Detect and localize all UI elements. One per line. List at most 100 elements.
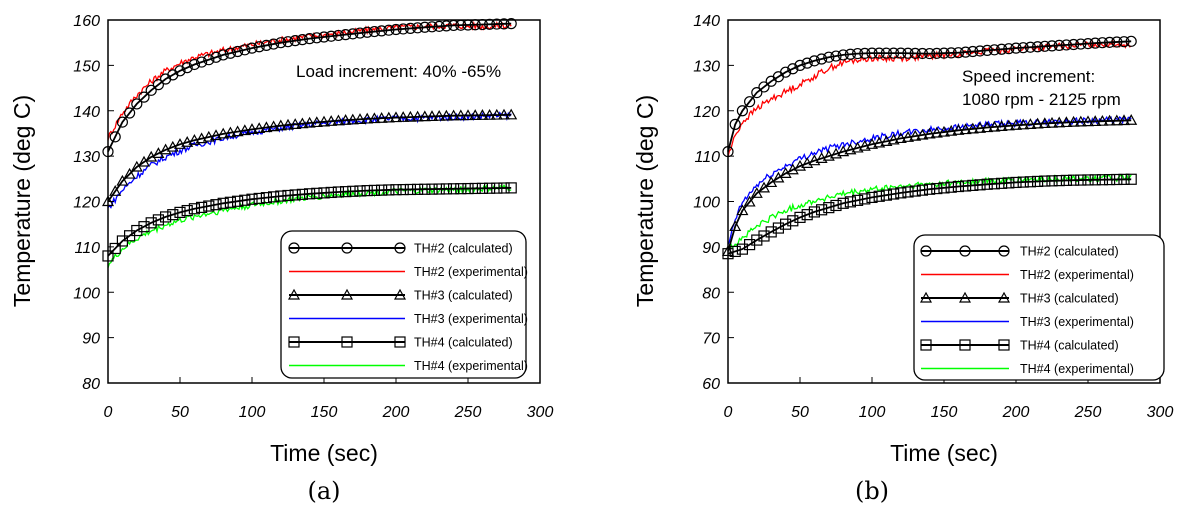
data-point-th-3-calculated [490, 108, 503, 120]
data-point-th-2-calculated [1017, 42, 1029, 54]
data-point-th-3-calculated [808, 154, 821, 166]
data-point-th-3-calculated [224, 126, 237, 138]
data-point-th-3-calculated [476, 109, 489, 120]
data-point-th-4-calculated [109, 242, 121, 255]
data-point-th-2-calculated [433, 20, 445, 32]
legend-marker-th-3-calculated [340, 288, 354, 300]
chart-panel-a: 0 50 100 150 200 250 300 80 90 100 110 120 130 140 150… [9, 13, 553, 505]
data-point-th-4-calculated [433, 183, 445, 195]
data-point-th-3-calculated [109, 185, 122, 196]
data-point-th-2-calculated [368, 25, 380, 38]
data-point-th-2-calculated [873, 47, 885, 59]
data-point-th-4-calculated [1089, 174, 1101, 186]
data-point-th-2-calculated [794, 59, 806, 71]
data-point-th-3-calculated [202, 130, 215, 142]
data-point-th-4-calculated [268, 191, 280, 203]
y-tick-label: 60 [702, 376, 720, 393]
data-point-th-4-calculated [131, 224, 143, 237]
data-point-th-2-calculated [1031, 41, 1044, 53]
data-point-th-2-calculated [1053, 39, 1065, 52]
data-point-th-2-calculated [1039, 40, 1051, 52]
data-point-th-2-calculated [1089, 37, 1101, 49]
data-point-th-3-calculated [757, 181, 771, 193]
data-point-th-2-calculated [397, 23, 409, 35]
legend-marker-th-3-calculated [919, 291, 933, 303]
data-point-th-3-calculated [289, 118, 302, 129]
data-point-th-2-calculated [232, 45, 244, 58]
data-point-th-2-calculated [419, 21, 431, 33]
data-point-th-2-calculated [404, 22, 416, 34]
data-point-th-3-calculated [901, 131, 915, 142]
data-point-th-2-calculated [844, 48, 857, 60]
legend-marker-th-2-calculated [959, 245, 971, 257]
data-point-th-2-calculated [981, 44, 993, 57]
data-point-th-4-calculated [887, 188, 900, 200]
data-point-th-3-calculated [873, 136, 886, 148]
data-point-th-3-calculated [238, 124, 251, 136]
x-tick-label: 250 [1074, 404, 1102, 421]
data-point-th-4-calculated [491, 182, 503, 194]
legend-label-th-3-calculated: TH#3 (calculated) [414, 289, 513, 303]
data-point-th-2-calculated [152, 79, 164, 91]
data-point-th-4-calculated [967, 179, 979, 191]
chart-annotation-line-1: Load increment: 40% -65% [296, 62, 501, 81]
data-point-th-4-calculated [895, 187, 907, 199]
data-point-th-4-calculated [801, 209, 813, 221]
data-point-th-2-calculated [815, 53, 828, 65]
data-point-th-4-calculated [830, 199, 842, 212]
data-point-th-4-calculated [167, 209, 179, 221]
data-point-th-4-calculated [959, 180, 972, 192]
data-point-th-3-calculated [418, 110, 431, 122]
chart-annotation-line-2: 1080 rpm - 2125 rpm [962, 90, 1121, 109]
data-point-th-3-calculated [887, 133, 900, 145]
data-point-th-4-calculated [866, 191, 878, 204]
data-point-th-2-calculated [260, 39, 272, 52]
data-point-th-2-calculated [318, 31, 330, 43]
data-point-th-2-calculated [188, 58, 200, 71]
data-point-th-4-calculated [361, 185, 373, 197]
data-point-th-3-calculated [123, 167, 136, 179]
data-point-th-4-calculated [188, 203, 200, 215]
data-point-th-4-calculated [210, 199, 222, 211]
data-point-th-4-calculated [196, 201, 208, 213]
data-point-th-4-calculated [217, 197, 229, 209]
data-point-th-4-calculated [332, 186, 344, 198]
data-point-th-4-calculated [981, 178, 993, 190]
data-point-th-3-calculated [339, 114, 352, 125]
data-point-th-2-calculated [1003, 43, 1015, 55]
data-point-th-4-calculated [765, 226, 777, 238]
legend-marker-th-2-calculated [394, 242, 406, 254]
data-point-th-4-calculated [505, 182, 517, 194]
legend-marker-th-4-calculated [394, 336, 406, 348]
data-point-th-4-calculated [794, 211, 806, 223]
y-tick-label: 120 [73, 195, 100, 212]
series-line-th-3-experimental [107, 111, 512, 209]
legend-marker-th-3-calculated [997, 291, 1011, 303]
legend-marker-th-4-calculated [998, 339, 1010, 351]
data-point-th-3-calculated [389, 111, 403, 123]
data-point-th-3-calculated [1002, 119, 1015, 131]
data-point-th-3-calculated [1060, 116, 1073, 128]
data-point-th-4-calculated [239, 194, 251, 206]
data-point-th-3-calculated [1110, 114, 1123, 126]
data-point-th-3-calculated [858, 139, 871, 151]
data-point-th-4-calculated [440, 183, 452, 195]
data-point-th-2-calculated [1125, 35, 1137, 47]
data-point-th-3-calculated [181, 136, 194, 147]
data-point-th-4-calculated [289, 189, 301, 201]
legend-marker-th-2-calculated [341, 242, 353, 254]
data-point-th-3-calculated [829, 147, 843, 159]
legend-marker-th-3-calculated [287, 288, 301, 300]
data-point-th-4-calculated [152, 214, 164, 226]
data-point-th-2-calculated [851, 47, 864, 60]
data-point-th-3-calculated [317, 115, 331, 127]
data-point-th-2-calculated [823, 51, 835, 63]
data-point-th-4-calculated [390, 184, 402, 196]
data-point-th-4-calculated [952, 180, 965, 193]
legend-marker-th-2-calculated [998, 245, 1010, 257]
data-point-th-2-calculated [491, 18, 503, 30]
data-point-th-3-calculated [325, 115, 338, 126]
data-point-th-4-calculated [931, 182, 943, 195]
data-point-th-3-calculated [260, 121, 273, 133]
data-point-th-3-calculated [267, 120, 280, 132]
